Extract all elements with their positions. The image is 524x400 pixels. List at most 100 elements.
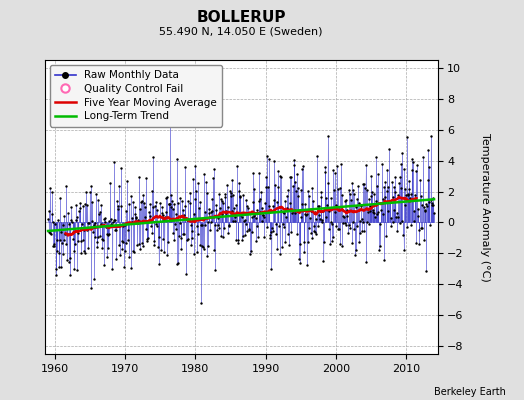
Point: [358, 216, 366, 222]
Point: [334, 206, 343, 213]
Point: [240, 218, 248, 224]
Point: [245, 227, 254, 233]
Point: [231, 218, 239, 224]
Point: [75, 208, 83, 214]
Point: [201, 209, 210, 216]
Point: [193, 223, 201, 229]
Point: [246, 210, 254, 216]
Point: [399, 232, 407, 238]
Point: [348, 240, 356, 246]
Point: [356, 230, 364, 236]
Point: [58, 240, 66, 246]
Point: [168, 198, 176, 204]
Point: [323, 202, 331, 208]
Point: [116, 203, 125, 210]
Point: [405, 178, 413, 184]
Point: [403, 134, 411, 140]
Point: [243, 203, 252, 210]
Point: [180, 230, 189, 237]
Point: [60, 212, 68, 219]
Point: [420, 236, 428, 243]
Point: [218, 197, 226, 204]
Point: [148, 154, 157, 160]
Point: [366, 208, 375, 214]
Point: [311, 229, 320, 236]
Point: [418, 201, 427, 208]
Point: [421, 208, 430, 214]
Point: [357, 203, 365, 210]
Point: [372, 198, 380, 204]
Point: [181, 164, 189, 170]
Point: [326, 195, 335, 201]
Point: [82, 226, 91, 233]
Point: [116, 252, 124, 258]
Point: [226, 188, 234, 194]
Point: [363, 219, 371, 225]
Point: [377, 200, 386, 206]
Point: [155, 234, 163, 240]
Point: [97, 245, 106, 251]
Point: [209, 175, 217, 181]
Point: [177, 246, 185, 252]
Point: [205, 206, 213, 212]
Point: [292, 188, 300, 194]
Point: [231, 214, 239, 220]
Text: Berkeley Earth: Berkeley Earth: [434, 387, 506, 397]
Point: [429, 195, 437, 202]
Point: [144, 235, 152, 242]
Point: [239, 192, 247, 198]
Point: [204, 243, 212, 249]
Point: [340, 214, 348, 220]
Point: [115, 242, 123, 248]
Point: [271, 182, 279, 188]
Point: [228, 192, 237, 198]
Point: [66, 255, 74, 261]
Point: [134, 217, 143, 224]
Point: [99, 237, 107, 243]
Point: [254, 233, 262, 240]
Point: [220, 234, 228, 240]
Point: [352, 247, 360, 253]
Point: [181, 203, 190, 210]
Point: [217, 210, 226, 217]
Point: [260, 234, 268, 240]
Point: [111, 217, 119, 224]
Point: [268, 225, 276, 231]
Point: [158, 204, 166, 211]
Point: [411, 192, 420, 199]
Point: [366, 203, 374, 210]
Point: [322, 195, 331, 201]
Point: [257, 218, 266, 224]
Text: 55.490 N, 14.050 E (Sweden): 55.490 N, 14.050 E (Sweden): [159, 26, 323, 36]
Point: [87, 285, 95, 292]
Point: [258, 205, 266, 211]
Point: [80, 248, 89, 254]
Point: [241, 217, 249, 224]
Point: [165, 200, 173, 207]
Point: [89, 229, 97, 236]
Point: [241, 232, 249, 238]
Point: [274, 184, 282, 190]
Point: [233, 237, 242, 244]
Point: [395, 220, 403, 226]
Point: [242, 221, 250, 227]
Point: [317, 189, 325, 195]
Point: [352, 204, 361, 210]
Point: [360, 228, 368, 234]
Point: [211, 222, 220, 228]
Point: [329, 234, 337, 240]
Point: [166, 120, 174, 126]
Point: [387, 215, 395, 222]
Point: [75, 200, 84, 206]
Point: [419, 203, 428, 210]
Point: [429, 202, 438, 208]
Point: [304, 193, 313, 200]
Point: [185, 217, 193, 223]
Point: [280, 224, 289, 230]
Point: [279, 210, 288, 216]
Point: [72, 217, 80, 223]
Point: [158, 236, 167, 243]
Point: [372, 154, 380, 160]
Point: [126, 220, 134, 226]
Point: [110, 159, 118, 166]
